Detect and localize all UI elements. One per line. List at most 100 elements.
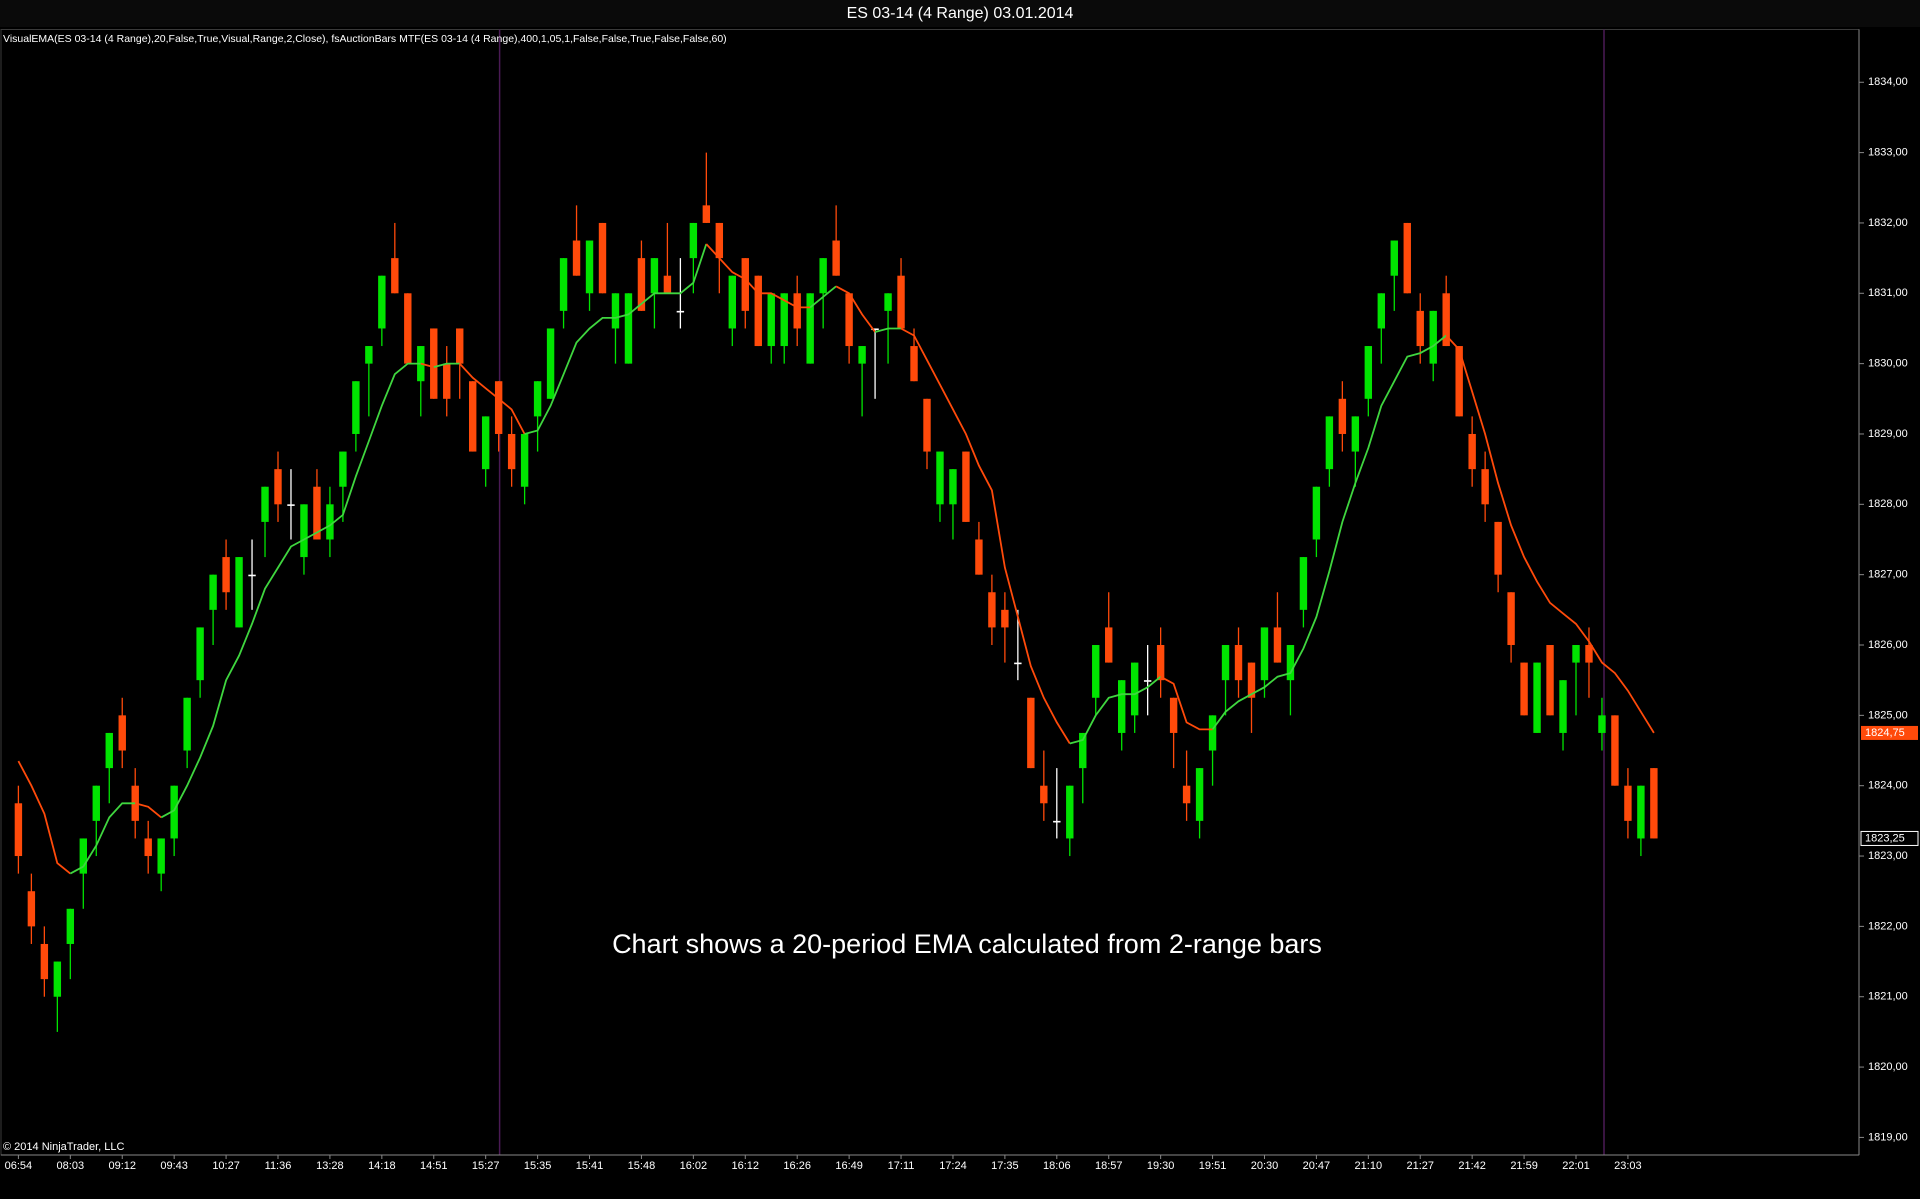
x-tick-label: 17:11 [888, 1160, 915, 1172]
ema-line [524, 243, 708, 435]
candle-body [456, 328, 464, 364]
candle-body [14, 803, 23, 857]
x-tick-label: 17:35 [991, 1160, 1019, 1172]
candle-body [443, 363, 451, 399]
y-tick-label: 1833,00 [1868, 147, 1908, 159]
x-tick-label: 20:30 [1251, 1160, 1279, 1172]
candle-body [1040, 785, 1048, 804]
candle-body [1338, 398, 1347, 434]
candle-body [300, 504, 308, 558]
ema-line [69, 802, 136, 875]
candle-body [1403, 222, 1411, 294]
candle-body [235, 557, 243, 628]
close-last-label: 1823,25 [1865, 832, 1905, 844]
candle-body [715, 222, 724, 259]
candle-body [274, 469, 282, 505]
y-tick-label: 1823,00 [1868, 850, 1908, 862]
x-tick-label: 16:02 [680, 1160, 708, 1172]
x-tick-label: 10:27 [212, 1160, 240, 1172]
candle-body [196, 627, 204, 681]
candle-body [1533, 662, 1541, 733]
candle-body [1299, 557, 1308, 610]
candle-body [1598, 715, 1606, 733]
candle-body [988, 592, 996, 628]
candle-body [728, 275, 736, 329]
candle-body [170, 785, 178, 839]
x-tick-label: 23:03 [1614, 1160, 1642, 1172]
candle-body [1455, 346, 1463, 417]
candle-body [365, 346, 373, 364]
candle-body [1416, 310, 1424, 347]
candle-body [378, 275, 386, 329]
x-tick-label: 15:27 [472, 1160, 500, 1172]
candle-body [1364, 346, 1373, 399]
ema-line [420, 362, 435, 368]
x-tick-label: 18:57 [1095, 1160, 1123, 1172]
candle-body [40, 943, 49, 980]
ema-line [874, 327, 901, 333]
candle-body [611, 293, 620, 329]
candle-body [767, 293, 775, 347]
candle-body [1260, 627, 1269, 681]
x-tick-label: 09:43 [160, 1160, 188, 1172]
ema-line [433, 362, 460, 368]
candle-body [469, 381, 477, 452]
x-tick-label: 11:36 [265, 1160, 292, 1172]
x-tick-label: 08:03 [57, 1160, 85, 1172]
candle-body [1195, 768, 1204, 821]
candle-body [287, 504, 295, 506]
candle-body [157, 838, 165, 874]
candle-body [845, 293, 853, 347]
x-tick-label: 19:30 [1147, 1160, 1175, 1172]
candle-body [1027, 697, 1035, 769]
x-tick-label: 09:12 [108, 1160, 136, 1172]
candle-body [585, 240, 594, 294]
candle-body [1637, 785, 1645, 839]
candle-body [559, 258, 568, 311]
candle-body [962, 451, 970, 522]
y-tick-label: 1820,00 [1868, 1061, 1908, 1073]
ema-line [835, 285, 876, 333]
candle-body [1105, 627, 1113, 663]
x-tick-label: 22:01 [1562, 1160, 1590, 1172]
ema-line [1069, 676, 1162, 745]
candle-body [832, 240, 840, 276]
y-tick-label: 1824,00 [1868, 780, 1908, 792]
candle-body [1390, 240, 1398, 276]
y-tick-label: 1834,00 [1868, 76, 1908, 88]
y-tick-label: 1826,00 [1868, 639, 1908, 651]
x-tick-label: 21:10 [1355, 1160, 1383, 1172]
x-tick-label: 16:12 [732, 1160, 760, 1172]
y-tick-label: 1832,00 [1868, 217, 1908, 229]
candle-body [481, 416, 490, 470]
candle-body [663, 275, 672, 294]
x-tick-label: 15:35 [524, 1160, 552, 1172]
candle-body [507, 433, 516, 470]
candle-body [105, 732, 113, 769]
candle-body [637, 258, 646, 311]
candle-body [1130, 662, 1139, 716]
candle-body [1247, 662, 1256, 698]
candle-body [884, 293, 892, 311]
candle-body [1585, 645, 1593, 663]
ema-last-box [1861, 725, 1918, 740]
candle-body [520, 433, 529, 487]
ema-line [134, 802, 162, 819]
candle-body [624, 293, 633, 364]
candle-body [871, 328, 879, 331]
candle-body [313, 486, 321, 540]
title-bar [0, 0, 1920, 27]
y-tick-label: 1825,00 [1868, 709, 1908, 721]
x-tick-label: 13:28 [316, 1160, 344, 1172]
candle-body [793, 293, 801, 329]
copyright: © 2014 NinjaTrader, LLC [3, 1141, 124, 1153]
candle-body [494, 381, 503, 434]
candle-body [1234, 645, 1243, 681]
chart-title: ES 03-14 (4 Range) 03.01.2014 [847, 5, 1074, 22]
candle-body [1559, 680, 1567, 733]
indicator-label: VisualEMA(ES 03-14 (4 Range),20,False,Tr… [3, 33, 727, 45]
x-tick-label: 20:47 [1303, 1160, 1331, 1172]
x-tick-label: 21:42 [1458, 1160, 1486, 1172]
